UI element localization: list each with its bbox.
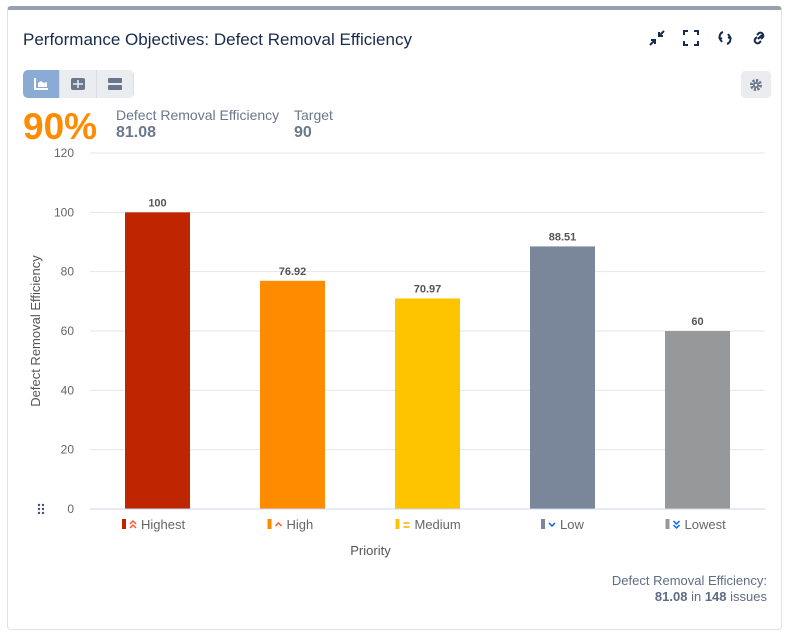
x-axis-title: Priority [350,543,391,558]
link-icon[interactable] [749,28,769,48]
footer-summary: Defect Removal Efficiency: 81.08 in 148 … [611,573,767,604]
legend-swatch [267,519,272,529]
priority-medium-icon [403,522,410,528]
list-view-button[interactable] [97,70,134,98]
priority-lowest-icon [672,520,681,530]
bar-highest [125,212,190,510]
legend-swatch [541,519,545,529]
kpi-target: Target 90 [294,107,333,141]
legend-swatch [122,519,126,529]
y-axis-title: Defect Removal Efficiency [28,255,43,407]
kpi-metric: Defect Removal Efficiency 81.08 [116,107,280,141]
x-tick-label: Low [560,517,584,532]
bar-low [530,246,595,509]
y-tick-label: 20 [61,443,75,457]
legend-swatch [395,519,400,529]
data-label: 76.92 [279,266,307,278]
legend-swatch [665,519,670,529]
table-view-button[interactable] [60,70,97,98]
chart-view-button[interactable] [23,70,60,98]
x-tick-label: High [287,517,314,532]
y-tick-label: 40 [61,383,75,397]
priority-highest-icon [129,519,137,529]
y-tick-label: 80 [61,265,75,279]
gadget-title: Performance Objectives: Defect Removal E… [23,30,412,49]
bar-medium [395,298,460,509]
priority-low-icon [548,522,556,528]
priority-high-icon [274,521,283,527]
y-tick-label: 60 [61,324,75,338]
data-label: 60 [691,316,703,328]
bar-high [260,280,325,509]
settings-gear-icon[interactable] [741,71,771,98]
y-tick-label: 120 [54,146,74,160]
x-tick-label: Medium [415,517,461,532]
y-tick-label: 100 [54,205,74,219]
x-tick-label: Lowest [685,517,727,532]
drag-handle-icon[interactable] [37,503,47,515]
data-label: 70.97 [414,283,442,295]
refresh-icon[interactable] [715,28,735,48]
data-label: 100 [148,197,166,209]
fullscreen-icon[interactable] [681,28,701,48]
bar-lowest [665,331,730,509]
collapse-icon[interactable] [647,28,667,48]
y-tick-label: 0 [67,502,74,516]
kpi-percent: 90% [23,106,98,147]
x-tick-label: Highest [141,517,185,532]
data-label: 88.51 [549,231,577,243]
